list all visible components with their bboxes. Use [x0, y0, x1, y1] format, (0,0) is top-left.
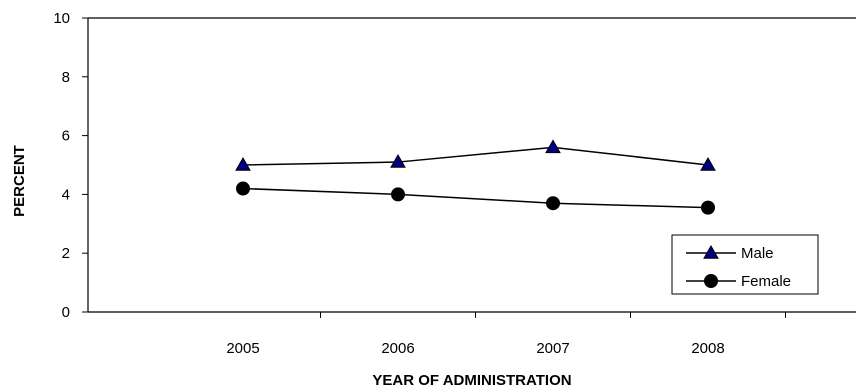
data-point — [235, 156, 251, 171]
chart-axes — [87, 17, 856, 313]
legend-label: Female — [741, 273, 791, 290]
legend: Male Female — [671, 234, 819, 295]
x-axis-ticks: 2005 2006 2007 2008 — [226, 312, 786, 357]
x-tick-label: 2007 — [536, 340, 569, 357]
series-line — [242, 146, 709, 166]
series-layer — [235, 139, 716, 215]
y-tick-label: 4 — [62, 186, 70, 203]
y-tick-label: 2 — [62, 245, 70, 262]
data-point — [700, 156, 716, 171]
legend-box — [671, 234, 819, 295]
data-point — [701, 200, 715, 215]
data-point — [545, 139, 561, 154]
y-tick-label: 0 — [62, 304, 70, 321]
series-male — [235, 139, 716, 171]
y-tick-label: 10 — [53, 10, 70, 27]
data-point — [236, 181, 250, 196]
series-line — [242, 187, 709, 209]
x-tick-label: 2005 — [226, 340, 259, 357]
y-axis-ticks: 0 2 4 6 8 10 — [53, 10, 88, 321]
series-female — [236, 181, 715, 215]
data-point — [390, 154, 406, 168]
y-axis-title: PERCENT — [11, 145, 28, 217]
legend-label: Male — [741, 245, 774, 262]
legend-marker — [704, 274, 718, 288]
x-tick-label: 2006 — [381, 340, 414, 357]
legend-marker — [703, 244, 719, 259]
y-tick-label: 8 — [62, 69, 70, 86]
y-tick-label: 6 — [62, 128, 70, 145]
data-point — [391, 187, 405, 202]
x-tick-label: 2008 — [691, 340, 724, 357]
x-axis-title: YEAR OF ADMINISTRATION — [372, 372, 571, 389]
data-point — [546, 196, 560, 211]
